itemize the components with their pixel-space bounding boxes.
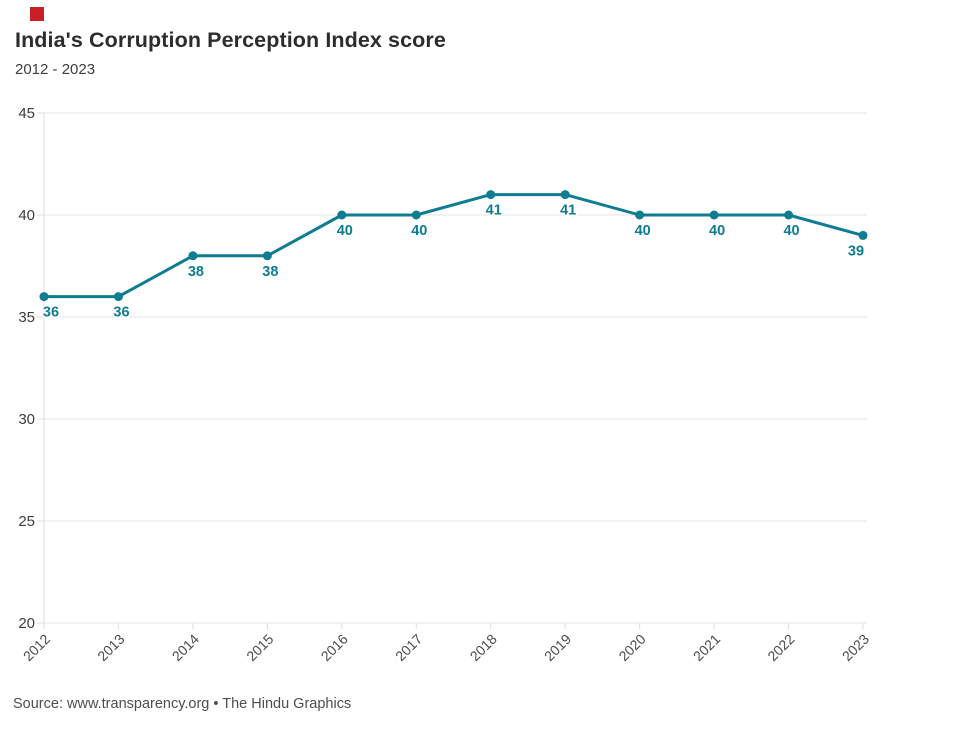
x-tick-label: 2013 bbox=[94, 631, 127, 664]
y-tick-label: 40 bbox=[18, 207, 35, 224]
data-point-label: 41 bbox=[486, 203, 502, 219]
data-point-2014[interactable] bbox=[188, 251, 198, 261]
y-tick-label: 35 bbox=[18, 309, 35, 326]
x-tick-label: 2019 bbox=[541, 631, 574, 664]
data-point-2023[interactable] bbox=[858, 230, 868, 240]
x-tick-label: 2018 bbox=[467, 631, 500, 664]
data-point-label: 40 bbox=[337, 223, 353, 239]
x-tick-label: 2023 bbox=[839, 631, 872, 664]
data-point-2019[interactable] bbox=[560, 190, 570, 200]
x-tick-label: 2012 bbox=[20, 631, 53, 664]
data-point-2017[interactable] bbox=[411, 210, 421, 220]
data-point-2016[interactable] bbox=[337, 210, 347, 220]
x-tick-label: 2021 bbox=[690, 631, 723, 664]
data-point-2018[interactable] bbox=[486, 190, 496, 200]
data-point-label: 38 bbox=[262, 264, 278, 280]
chart-subtitle: 2012 - 2023 bbox=[15, 61, 96, 78]
x-tick-label: 2014 bbox=[169, 631, 202, 664]
data-point-2015[interactable] bbox=[262, 251, 272, 261]
data-point-label: 40 bbox=[783, 223, 799, 239]
line-chart: 20 25 30 35 40 45 2012 2013 2014 2015 2016 2017 2018… bbox=[18, 105, 872, 664]
the-hindu-logo-square bbox=[30, 7, 44, 21]
series-line bbox=[42, 193, 865, 299]
y-tick-label: 30 bbox=[18, 411, 35, 428]
data-point-2021[interactable] bbox=[709, 210, 719, 220]
x-tick-label: 2016 bbox=[318, 631, 351, 664]
x-tick-label: 2022 bbox=[764, 631, 797, 664]
y-tick-label: 25 bbox=[18, 513, 35, 530]
chart-title: India's Corruption Perception Index scor… bbox=[15, 28, 446, 52]
data-point-2020[interactable] bbox=[635, 210, 645, 220]
data-point-label: 36 bbox=[43, 305, 59, 321]
y-tick-label: 45 bbox=[18, 105, 35, 122]
data-point-2022[interactable] bbox=[784, 210, 794, 220]
data-point-label: 36 bbox=[113, 305, 129, 321]
source-note: Source: www.transparency.org • The Hindu… bbox=[13, 696, 352, 712]
x-tick-label: 2015 bbox=[243, 631, 276, 664]
x-tick-label: 2017 bbox=[392, 631, 425, 664]
data-point-2013[interactable] bbox=[113, 292, 123, 302]
data-point-label: 40 bbox=[709, 223, 725, 239]
x-tick-label: 2020 bbox=[615, 631, 648, 664]
y-tick-label: 20 bbox=[18, 615, 35, 632]
data-point-label: 41 bbox=[560, 203, 576, 219]
data-point-label: 39 bbox=[848, 243, 864, 259]
data-point-label: 38 bbox=[188, 264, 204, 280]
data-point-label: 40 bbox=[635, 223, 651, 239]
data-point-label: 40 bbox=[411, 223, 427, 239]
data-point-2012[interactable] bbox=[39, 292, 49, 302]
